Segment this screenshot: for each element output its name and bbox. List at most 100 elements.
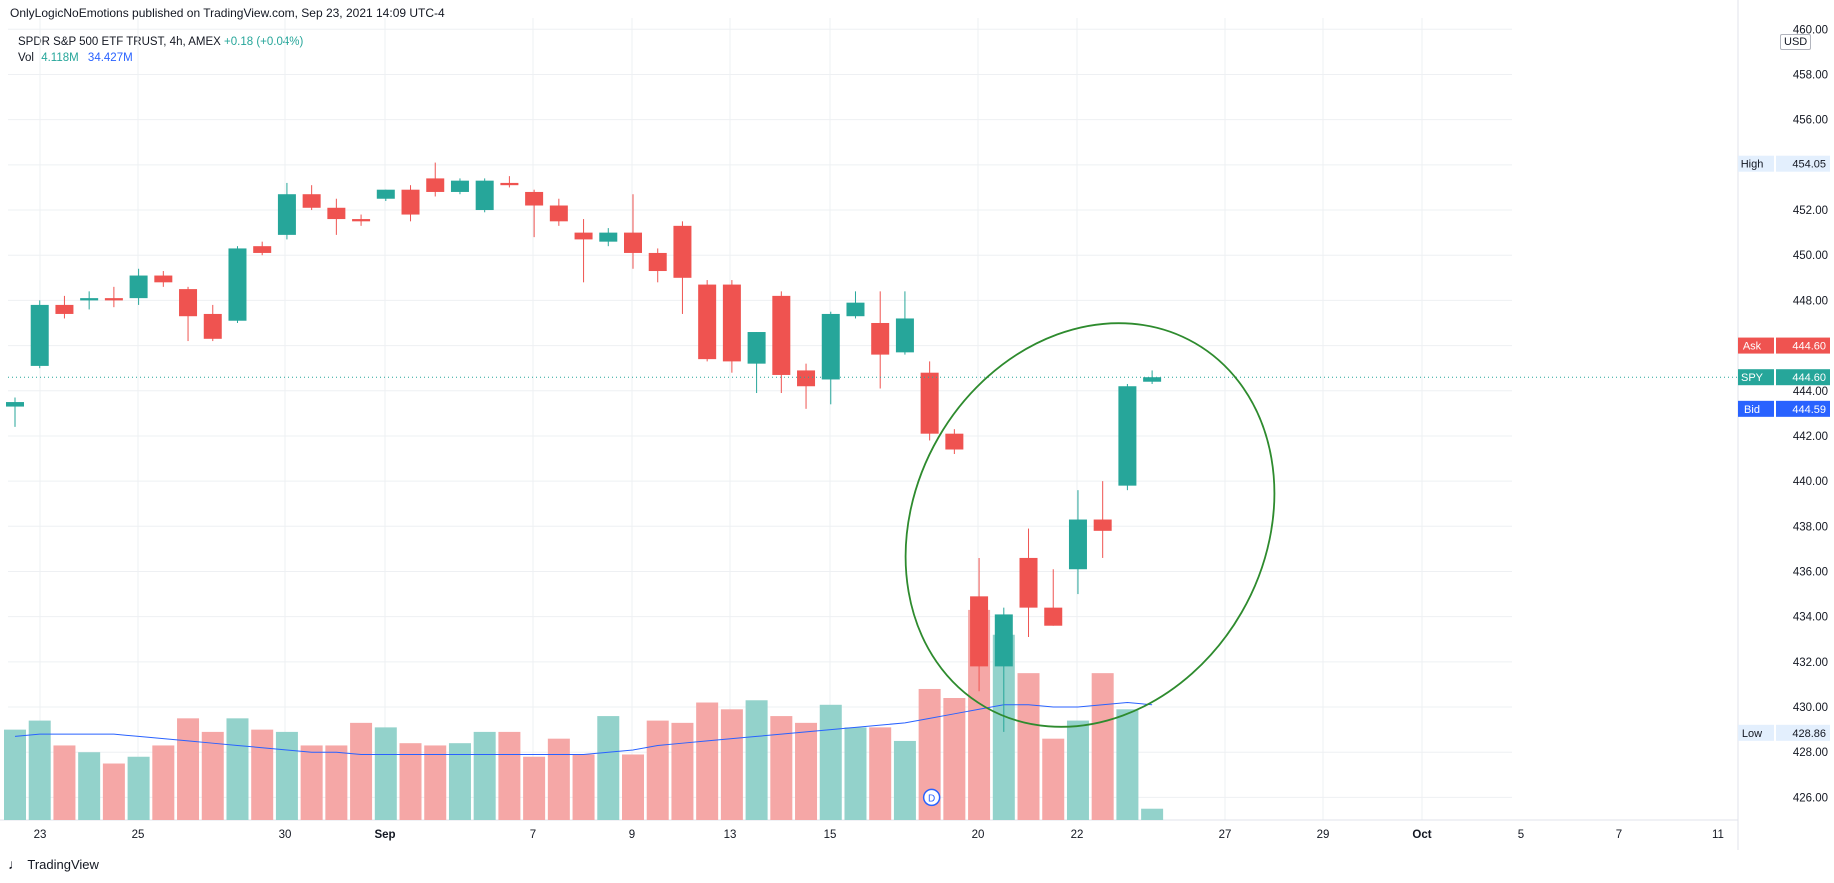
candle-body[interactable] [673, 225, 692, 278]
volume-bar [523, 756, 546, 820]
candle-body[interactable] [945, 433, 964, 450]
candle-body[interactable] [549, 205, 568, 222]
candle-body[interactable] [920, 372, 939, 434]
time-tick-label: 22 [1071, 829, 1084, 841]
candle-body[interactable] [80, 298, 99, 301]
volume-bar [819, 704, 842, 820]
time-tick-label: 7 [530, 829, 536, 841]
volume-bar [201, 731, 224, 820]
instrument-name[interactable]: SPDR S&P 500 ETF TRUST, 4h, AMEX [18, 36, 221, 48]
candle-body[interactable] [599, 232, 618, 242]
price-tick-label: 434.00 [1793, 612, 1828, 624]
candle-body[interactable] [30, 304, 49, 366]
volume-bar [4, 729, 26, 820]
candle-body[interactable] [277, 194, 296, 235]
time-tick-label: 20 [972, 829, 985, 841]
candle-body[interactable] [179, 289, 198, 317]
candle-body[interactable] [747, 332, 766, 364]
price-tag-value-bg [1776, 400, 1830, 417]
candle-body[interactable] [1019, 557, 1038, 608]
price-tick-label: 460.00 [1793, 24, 1828, 36]
price-chart[interactable]: D 426.00 428.00 430.00 432.00 434.00 436.00 438… [0, 0, 1834, 850]
price-tag-value-bg [1776, 337, 1830, 354]
candle-body[interactable] [624, 232, 642, 253]
candle-body[interactable] [1118, 386, 1137, 486]
candle-body[interactable] [302, 194, 321, 208]
volume-bar [177, 718, 200, 820]
candle-body[interactable] [698, 284, 717, 360]
volume-bar [152, 745, 175, 820]
volume-bar [1042, 738, 1065, 820]
volume-bar [1066, 720, 1089, 820]
volume-bar [226, 718, 249, 820]
candle-body[interactable] [55, 304, 74, 314]
candle-body[interactable] [970, 596, 989, 667]
highlight-ellipse[interactable] [833, 256, 1346, 795]
volume-bar [28, 720, 51, 820]
candle-body[interactable] [228, 248, 247, 321]
candle-body[interactable] [376, 189, 395, 199]
footer-brand[interactable]: ♩ TradingView [8, 856, 99, 872]
dividend-marker-icon[interactable] [922, 788, 941, 807]
price-tick-label: 452.00 [1793, 205, 1828, 217]
time-tick-label: 13 [724, 829, 737, 841]
candle-body[interactable] [129, 275, 148, 299]
candle-body[interactable] [994, 614, 1013, 667]
candle-body[interactable] [6, 402, 24, 407]
volume-bar [251, 729, 274, 820]
candle-body[interactable] [154, 275, 173, 283]
price-tag-spy [1738, 369, 1774, 386]
candle-body[interactable] [846, 302, 865, 317]
candle-body[interactable] [797, 370, 816, 387]
candle-body[interactable] [1044, 607, 1063, 626]
price-tick-label: 440.00 [1793, 476, 1828, 488]
candle-body[interactable] [426, 178, 445, 192]
candle-body[interactable] [1093, 519, 1112, 531]
volume-bar [374, 727, 397, 820]
candle-body[interactable] [895, 318, 914, 353]
volume-bar [1116, 709, 1139, 820]
volume-bar [795, 722, 818, 820]
candle-body[interactable] [475, 180, 494, 211]
volume-bar [102, 763, 125, 820]
price-tag-value: 444.60 [1792, 341, 1826, 353]
volume-bar [325, 745, 348, 820]
price-tick-label: 442.00 [1793, 431, 1828, 443]
volume-bar [547, 738, 570, 820]
volume-value: 4.118M [41, 52, 79, 64]
price-tag-label: Bid [1744, 404, 1760, 416]
time-tick-label: 5 [1518, 829, 1524, 841]
candle-body[interactable] [253, 246, 272, 253]
volume-bar [350, 722, 373, 820]
price-tag-value: 444.60 [1792, 372, 1826, 384]
candle-body[interactable] [821, 313, 840, 380]
price-tick-label: 458.00 [1793, 69, 1828, 81]
candle-body[interactable] [450, 180, 469, 192]
candle-body[interactable] [772, 295, 791, 375]
volume-bar [869, 727, 892, 820]
candle-body[interactable] [574, 232, 593, 240]
volume-bar [1017, 673, 1040, 820]
volume-bar [918, 688, 941, 820]
candle-body[interactable] [871, 322, 890, 355]
volume-bar [448, 743, 471, 820]
candle-body[interactable] [500, 182, 519, 186]
candle-body[interactable] [401, 189, 420, 215]
candle-body[interactable] [1068, 519, 1087, 570]
candle-body[interactable] [722, 284, 741, 362]
candle-body[interactable] [327, 207, 346, 220]
volume-bar [696, 702, 719, 820]
volume-label[interactable]: Vol [18, 52, 34, 64]
candle-body[interactable] [203, 313, 222, 339]
candle-body[interactable] [104, 298, 123, 301]
time-tick-label: 25 [132, 829, 145, 841]
candle-body[interactable] [1143, 377, 1162, 382]
candle-body[interactable] [525, 191, 544, 206]
candle-body[interactable] [352, 219, 371, 222]
currency-badge[interactable]: USD [1780, 34, 1812, 50]
volume-bar [770, 716, 793, 820]
price-tag-label: SPY [1741, 372, 1764, 384]
candle-body[interactable] [648, 252, 667, 272]
price-tick-label: 432.00 [1793, 657, 1828, 669]
time-tick-label: 30 [279, 829, 292, 841]
